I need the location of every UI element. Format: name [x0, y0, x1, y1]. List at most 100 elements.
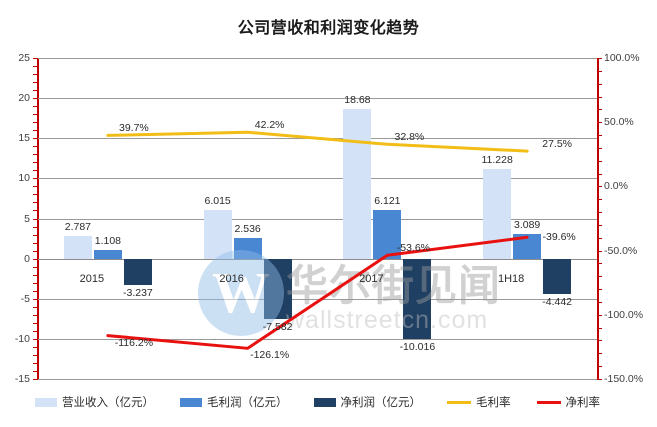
y-axis-tickmark — [33, 162, 37, 164]
line-value-label: 39.7% — [118, 122, 149, 135]
y-axis-tickmark — [33, 202, 37, 204]
legend-swatch — [180, 397, 202, 407]
line-value-label: -53.6% — [396, 242, 431, 255]
y-axis-tick-label: -15 — [14, 373, 30, 385]
secondary-y-axis-tickmark — [598, 263, 602, 265]
legend-swatch — [447, 400, 471, 404]
y-axis-tickmark — [33, 98, 37, 100]
category-label: 2016 — [219, 272, 244, 285]
secondary-y-axis-tickmark — [598, 250, 602, 252]
legend-item[interactable]: 净利润（亿元） — [313, 394, 421, 410]
line-net-margin — [106, 235, 529, 350]
bar-value-label: -10.016 — [399, 341, 436, 353]
y-axis-tick-label: -5 — [20, 292, 30, 305]
y-axis-tickmark — [33, 322, 37, 324]
secondary-y-axis-tick-label: 0.0% — [604, 180, 628, 193]
bar-value-label: 3.089 — [513, 218, 541, 231]
y-axis-tickmark — [33, 66, 37, 68]
gridline — [38, 298, 597, 300]
chart-legend: 营业收入（亿元） 毛利润（亿元） 净利润（亿元） 毛利率 净利率 — [35, 388, 600, 416]
y-axis-tickmark — [33, 362, 37, 364]
legend-item[interactable]: 营业收入（亿元） — [35, 394, 154, 410]
y-axis-tickmark — [33, 338, 37, 340]
y-axis-tickmark — [33, 298, 37, 300]
line-value-label: 42.2% — [254, 119, 285, 132]
bar-net-profit — [263, 258, 292, 320]
y-axis-tickmark — [33, 58, 37, 59]
secondary-y-axis-tickmark — [598, 366, 602, 368]
y-axis-tickmark — [33, 194, 37, 196]
y-axis-tickmark — [33, 138, 37, 140]
line-value-label: -116.2% — [114, 336, 154, 349]
secondary-y-axis-tick-label: -100.0% — [604, 308, 644, 321]
y-axis-tick-label: 15 — [18, 132, 30, 145]
y-axis-tickmark — [33, 210, 37, 212]
watermark-brand: 华尔街见闻 — [286, 262, 502, 309]
y-axis-tickmark — [33, 242, 37, 244]
legend-item[interactable]: 净利率 — [536, 394, 601, 410]
y-axis-tickmark — [33, 274, 37, 276]
secondary-y-axis-tickmark — [598, 327, 602, 329]
legend-item[interactable]: 毛利率 — [447, 394, 511, 410]
y-axis-tick-label: 25 — [18, 52, 30, 64]
bar-revenue — [203, 210, 232, 259]
legend-label: 营业收入（亿元） — [62, 397, 154, 409]
secondary-y-axis-tickmark — [598, 160, 602, 162]
bar-revenue — [63, 236, 92, 259]
watermark-url: wallstreetcn.com — [286, 306, 489, 334]
secondary-y-axis-tick-label: -150.0% — [604, 373, 644, 385]
y-axis-tickmark — [33, 234, 37, 236]
y-axis-tickmark — [33, 250, 37, 252]
y-axis-tick-label: 0 — [24, 252, 30, 265]
secondary-y-axis-tickmark — [598, 173, 602, 175]
bar-revenue — [483, 168, 512, 259]
bar-gross-profit — [513, 233, 542, 259]
y-axis-tickmark — [33, 346, 37, 348]
secondary-y-axis-tickmark — [598, 122, 602, 124]
legend-label: 净利率 — [565, 397, 601, 409]
bar-gross-profit — [233, 238, 262, 259]
gridline — [38, 98, 597, 100]
secondary-y-axis-tickmark — [598, 289, 602, 291]
secondary-y-axis-tickmark — [598, 186, 602, 188]
y-axis-tickmark — [33, 379, 37, 380]
legend-swatch — [536, 400, 561, 404]
bar-value-label: 2.787 — [64, 221, 92, 234]
line-value-label: 32.8% — [394, 131, 425, 144]
y-axis-tick-label: -10 — [14, 332, 30, 345]
y-axis-tickmark — [33, 74, 37, 76]
secondary-y-axis-tickmark — [598, 135, 602, 137]
legend-item[interactable]: 毛利润（亿元） — [180, 394, 288, 410]
y-axis-tickmark — [33, 258, 37, 260]
bar-value-label: 6.121 — [374, 194, 401, 207]
y-axis-tickmark — [33, 330, 37, 332]
secondary-y-axis-tickmark — [598, 83, 602, 85]
y-axis-tickmark — [33, 114, 37, 116]
y-axis-tickmark — [33, 130, 37, 132]
gridline — [38, 218, 597, 220]
secondary-y-axis-tick-label: 100.0% — [604, 52, 640, 64]
gridline — [38, 138, 597, 140]
line-value-label: -39.6% — [542, 231, 576, 244]
secondary-y-axis-tickmark — [598, 96, 602, 98]
y-axis-tickmark — [33, 226, 37, 228]
y-axis-tickmark — [33, 146, 37, 148]
gridline — [38, 58, 597, 59]
y-axis-tickmark — [33, 290, 37, 292]
secondary-y-axis-tickmark — [598, 212, 602, 214]
bar-net-profit — [123, 258, 152, 285]
secondary-y-axis-tickmark — [598, 224, 602, 226]
secondary-y-axis-tickmark — [598, 147, 602, 149]
line-gross-margin — [106, 130, 529, 153]
bar-net-profit — [543, 258, 572, 295]
y-axis-tickmark — [33, 154, 37, 156]
chart-title: 公司营收和利润变化趋势 — [237, 20, 420, 37]
y-axis-tickmark — [33, 186, 37, 188]
secondary-y-axis-tickmark — [598, 379, 602, 380]
y-axis-tickmark — [33, 178, 37, 180]
bar-value-label: 11.228 — [481, 153, 513, 166]
y-axis-tickmark — [33, 122, 37, 124]
y-axis-tickmark — [33, 106, 37, 108]
y-axis-tickmark — [33, 314, 37, 316]
